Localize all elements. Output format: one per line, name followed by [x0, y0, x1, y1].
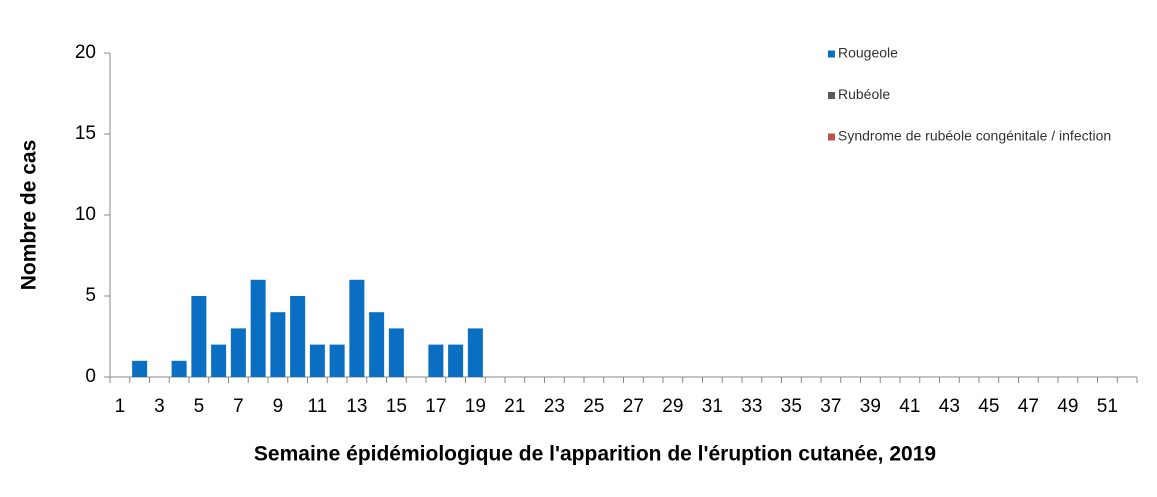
bar [290, 296, 306, 377]
bar [329, 344, 345, 377]
bar [270, 312, 286, 377]
x-tick-label: 5 [194, 396, 205, 417]
x-tick-label: 19 [465, 396, 486, 417]
x-tick-label: 23 [544, 396, 565, 417]
bar [349, 279, 365, 377]
y-axis-title: Nombre de cas [18, 140, 41, 291]
x-tick-label: 45 [978, 396, 999, 417]
x-tick-label: 51 [1097, 396, 1118, 417]
y-tick-label: 10 [75, 204, 96, 225]
x-tick-label: 9 [273, 396, 284, 417]
x-tick-label: 47 [1018, 396, 1039, 417]
y-tick-label: 20 [75, 42, 96, 63]
bar [171, 360, 187, 377]
x-tick-label: 27 [623, 396, 644, 417]
x-tick-label: 39 [860, 396, 881, 417]
x-tick-label: 13 [346, 396, 367, 417]
bar [132, 360, 148, 377]
x-axis-title: Semaine épidémiologique de l'apparition … [254, 443, 936, 466]
x-tick-label: 35 [781, 396, 802, 417]
bar [211, 344, 227, 377]
bar [428, 344, 444, 377]
bar [448, 344, 464, 377]
x-tick-label: 1 [115, 396, 126, 417]
x-tick-label: 49 [1057, 396, 1078, 417]
legend-swatch [828, 92, 835, 99]
legend-swatch [828, 133, 835, 141]
x-tick-label: 41 [899, 396, 920, 417]
x-tick-label: 29 [662, 396, 683, 417]
x-tick-label: 43 [939, 396, 960, 417]
x-tick-label: 37 [820, 396, 841, 417]
x-tick-label: 33 [741, 396, 762, 417]
x-tick-label: 21 [504, 396, 525, 417]
y-tick-label: 0 [85, 366, 96, 387]
legend-label: Rubéole [838, 86, 890, 102]
bar [467, 328, 483, 377]
legend-label: Rougeole [838, 45, 898, 61]
x-tick-label: 11 [308, 396, 328, 417]
bar [388, 328, 404, 377]
y-tick-label: 15 [75, 123, 96, 144]
legend-swatch [828, 50, 835, 58]
x-tick-label: 17 [425, 396, 446, 417]
legend-label: Syndrome de rubéole congénitale / infect… [838, 128, 1111, 144]
x-tick-label: 31 [702, 396, 723, 417]
bar [191, 296, 207, 377]
bar [309, 344, 325, 377]
x-tick-label: 7 [233, 396, 244, 417]
bar [369, 312, 385, 377]
y-tick-label: 5 [85, 285, 96, 306]
bar [230, 328, 246, 377]
x-tick-label: 15 [386, 396, 407, 417]
bar [250, 279, 266, 377]
x-tick-label: 25 [583, 396, 604, 417]
x-tick-label: 3 [154, 396, 165, 417]
